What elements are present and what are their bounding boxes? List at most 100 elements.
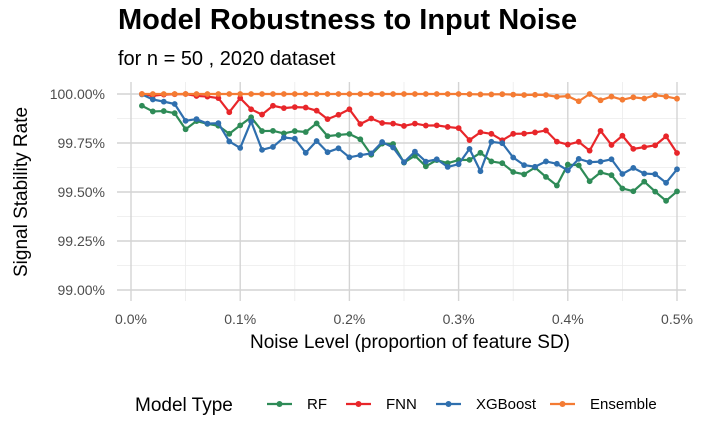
data-point-fnn — [357, 121, 364, 127]
data-point-rf — [575, 162, 582, 169]
legend-item-fnn: FNN — [346, 396, 417, 413]
data-point-xgboost — [237, 145, 244, 151]
data-point-fnn — [422, 122, 429, 129]
data-point-ensemble — [160, 91, 167, 97]
data-point-fnn — [641, 144, 648, 151]
data-point-ensemble — [379, 91, 386, 97]
data-point-fnn — [346, 106, 353, 113]
data-point-ensemble — [510, 91, 517, 98]
data-point-rf — [182, 126, 189, 133]
series-line-fnn — [141, 92, 678, 154]
data-point-ensemble — [488, 91, 495, 98]
data-point-xgboost — [521, 162, 528, 169]
data-point-fnn — [248, 106, 255, 113]
data-point-xgboost — [444, 164, 451, 170]
data-point-rf — [663, 197, 669, 204]
data-point-rf — [357, 136, 364, 143]
series-layer — [139, 91, 680, 204]
data-point-ensemble — [237, 91, 244, 97]
data-point-rf — [597, 169, 604, 176]
data-point-rf — [149, 108, 156, 115]
data-point-xgboost — [466, 145, 473, 152]
data-point-ensemble — [619, 96, 626, 103]
x-tick-label: 0.4% — [552, 311, 584, 327]
data-point-ensemble — [630, 94, 637, 101]
data-point-rf — [313, 120, 320, 127]
data-point-rf — [652, 188, 659, 195]
data-point-ensemble — [335, 91, 342, 97]
data-point-rf — [302, 129, 309, 135]
x-axis-ticks: 0.0% 0.1% 0.2% 0.3% 0.4% 0.5% — [115, 311, 693, 327]
data-point-xgboost — [193, 116, 200, 122]
data-point-xgboost — [652, 171, 659, 178]
y-tick-label: 100.00% — [50, 86, 105, 102]
data-point-fnn — [619, 132, 626, 139]
data-point-rf — [564, 161, 571, 168]
data-point-ensemble — [182, 91, 189, 97]
data-point-ensemble — [543, 92, 549, 98]
data-point-fnn — [313, 107, 320, 114]
data-point-xgboost — [510, 154, 517, 161]
data-point-xgboost — [455, 161, 462, 168]
data-point-xgboost — [291, 135, 298, 142]
data-point-xgboost — [630, 164, 637, 171]
data-point-fnn — [379, 120, 386, 126]
data-point-xgboost — [401, 159, 407, 166]
data-point-ensemble — [499, 91, 506, 98]
legend-title: Model Type — [135, 395, 233, 416]
legend-item-rf: RF — [267, 396, 327, 413]
data-point-rf — [226, 130, 233, 137]
x-tick-label: 0.1% — [224, 311, 256, 327]
data-point-fnn — [270, 102, 276, 109]
data-point-ensemble — [193, 91, 200, 97]
data-point-fnn — [433, 122, 440, 129]
data-point-fnn — [532, 129, 538, 136]
data-point-xgboost — [488, 138, 495, 145]
data-point-rf — [171, 110, 178, 117]
data-point-rf — [477, 149, 484, 156]
data-point-fnn — [543, 127, 549, 134]
series-ensemble — [139, 91, 680, 105]
data-point-ensemble — [324, 91, 331, 97]
data-point-ensemble — [575, 98, 582, 105]
major-gridlines — [117, 82, 686, 301]
data-point-xgboost — [226, 138, 233, 145]
data-point-ensemble — [455, 91, 462, 97]
data-point-fnn — [259, 111, 265, 118]
data-point-rf — [248, 114, 255, 121]
data-point-ensemble — [368, 91, 375, 97]
legend-item-xgboost: XGBoost — [436, 396, 537, 413]
data-point-rf — [674, 188, 680, 195]
data-point-rf — [259, 128, 265, 134]
data-point-rf — [335, 132, 342, 138]
data-point-rf — [586, 178, 593, 185]
data-point-xgboost — [204, 120, 211, 127]
data-point-ensemble — [357, 91, 364, 97]
y-axis-title: Signal Stability Rate — [11, 107, 32, 277]
data-point-rf — [466, 156, 473, 163]
data-point-fnn — [674, 150, 680, 156]
data-point-fnn — [368, 115, 375, 122]
data-point-rf — [270, 127, 276, 134]
data-point-fnn — [608, 142, 615, 148]
y-tick-label: 99.00% — [58, 282, 105, 298]
data-point-fnn — [401, 123, 407, 129]
data-point-ensemble — [139, 91, 145, 97]
data-point-fnn — [652, 142, 659, 149]
data-point-ensemble — [280, 91, 287, 97]
data-point-xgboost — [160, 98, 167, 105]
data-point-rf — [630, 188, 637, 195]
legend-item-ensemble: Ensemble — [550, 396, 657, 413]
data-point-fnn — [335, 111, 342, 118]
data-point-rf — [280, 130, 287, 137]
series-rf — [139, 102, 680, 204]
data-point-ensemble — [466, 91, 473, 98]
data-point-rf — [324, 133, 331, 140]
data-point-fnn — [663, 133, 669, 140]
data-point-ensemble — [586, 91, 593, 97]
data-point-rf — [641, 178, 648, 185]
data-point-xgboost — [641, 170, 648, 177]
y-tick-label: 99.25% — [58, 233, 105, 249]
data-point-fnn — [302, 104, 309, 111]
